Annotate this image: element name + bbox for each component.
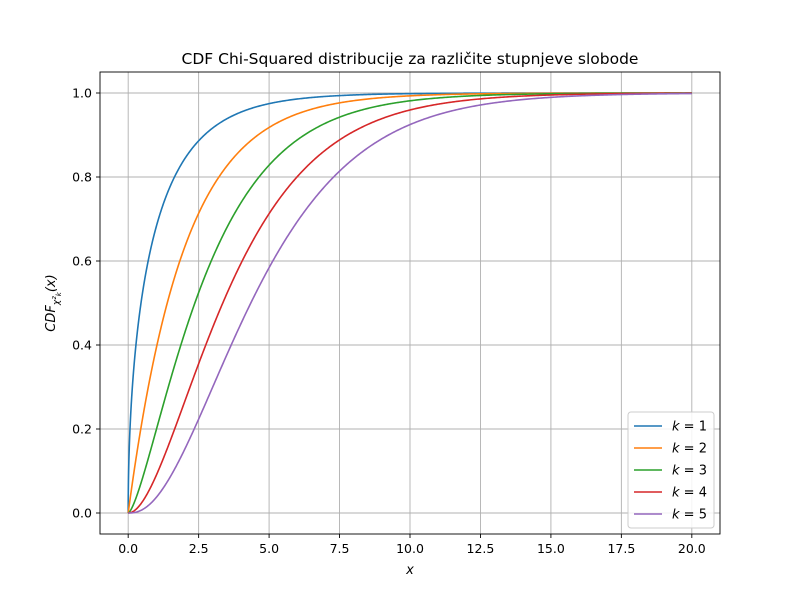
y-axis-label-subscript: χ² (52, 296, 62, 306)
x-tick-label: 2.5 (189, 541, 209, 556)
y-axis-label-arg: (x) (44, 274, 59, 292)
x-tick-label: 12.5 (467, 541, 495, 556)
x-tick-label: 10.0 (396, 541, 424, 556)
legend-label-k2: k = 2 (672, 442, 707, 457)
y-tick-label: 0.6 (72, 254, 92, 269)
series-line-k4 (128, 92, 692, 514)
x-tick-label: 7.5 (330, 541, 350, 556)
tick-layer: 0.0 2.5 5.0 7.5 10.0 12.5 15.0 17.5 20.0 0.0 0.2 0.… (72, 86, 706, 557)
series-line-k5 (128, 92, 692, 514)
series-line-k3 (127, 92, 692, 514)
y-tick-label: 0.2 (72, 422, 92, 437)
x-tick-label: 17.5 (607, 541, 635, 556)
x-tick-label: 15.0 (537, 541, 565, 556)
y-axis-label-subscript-k: k (55, 291, 63, 296)
y-tick-label: 1.0 (72, 86, 92, 101)
x-tick-label: 20.0 (678, 541, 706, 556)
x-axis-label: x (405, 563, 414, 578)
y-axis-label-main: CDF (44, 305, 59, 332)
y-tick-label: 0.0 (72, 506, 92, 521)
legend-label-k4: k = 4 (672, 486, 707, 501)
y-axis-label: CDFχ²k(x) (44, 274, 63, 331)
series-layer (127, 92, 692, 514)
legend-label-k3: k = 3 (672, 464, 707, 479)
x-tick-label: 0.0 (118, 541, 138, 556)
legend-label-k1: k = 1 (672, 420, 707, 435)
legend-box (627, 411, 715, 529)
chart-title: CDF Chi-Squared distribucije za različit… (182, 50, 639, 68)
y-tick-label: 0.8 (72, 170, 92, 185)
legend: k = 1 k = 2 k = 3 k = 4 k = 5 (627, 411, 715, 529)
x-tick-label: 5.0 (259, 541, 279, 556)
legend-label-k5: k = 5 (672, 508, 707, 523)
y-tick-label: 0.4 (72, 338, 92, 353)
